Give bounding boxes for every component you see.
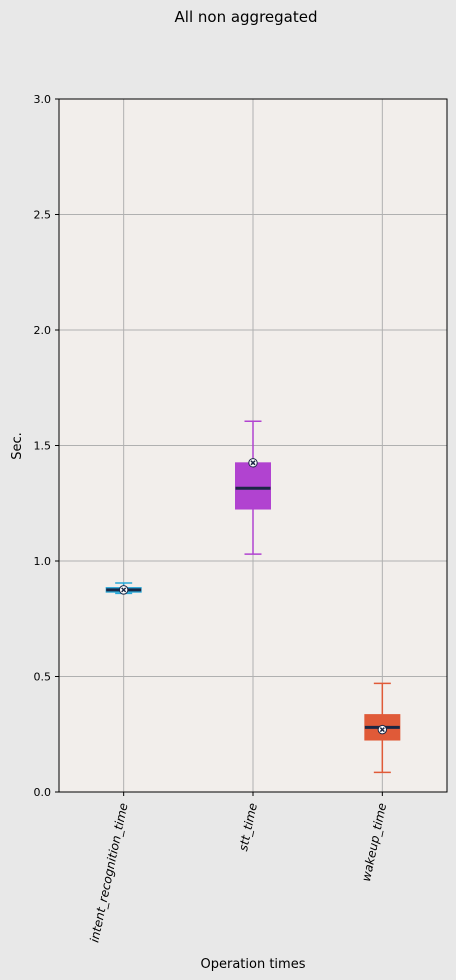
mean-marker-cross (379, 727, 385, 733)
x-axis-label: Operation times (201, 957, 306, 972)
box-intent_recognition_time (105, 582, 142, 595)
y-tick-label: 2.5 (34, 209, 52, 222)
mean-marker-cross (121, 587, 127, 593)
box-series (105, 420, 401, 774)
box-stt_time (235, 420, 271, 555)
mean-marker-cross (250, 460, 256, 466)
box-wakeup_time (364, 682, 401, 774)
y-axis-label: Sec. (10, 432, 25, 460)
iqr-box (235, 462, 271, 510)
y-tick-label: 0.5 (34, 671, 52, 684)
y-tick-label: 3.0 (34, 93, 52, 106)
y-tick-label: 2.0 (34, 324, 52, 337)
y-tick-label: 1.5 (34, 440, 52, 453)
y-tick-label: 1.0 (34, 555, 52, 568)
y-tick-label: 0.0 (34, 786, 52, 799)
chart-title: All non aggregated (175, 8, 318, 26)
